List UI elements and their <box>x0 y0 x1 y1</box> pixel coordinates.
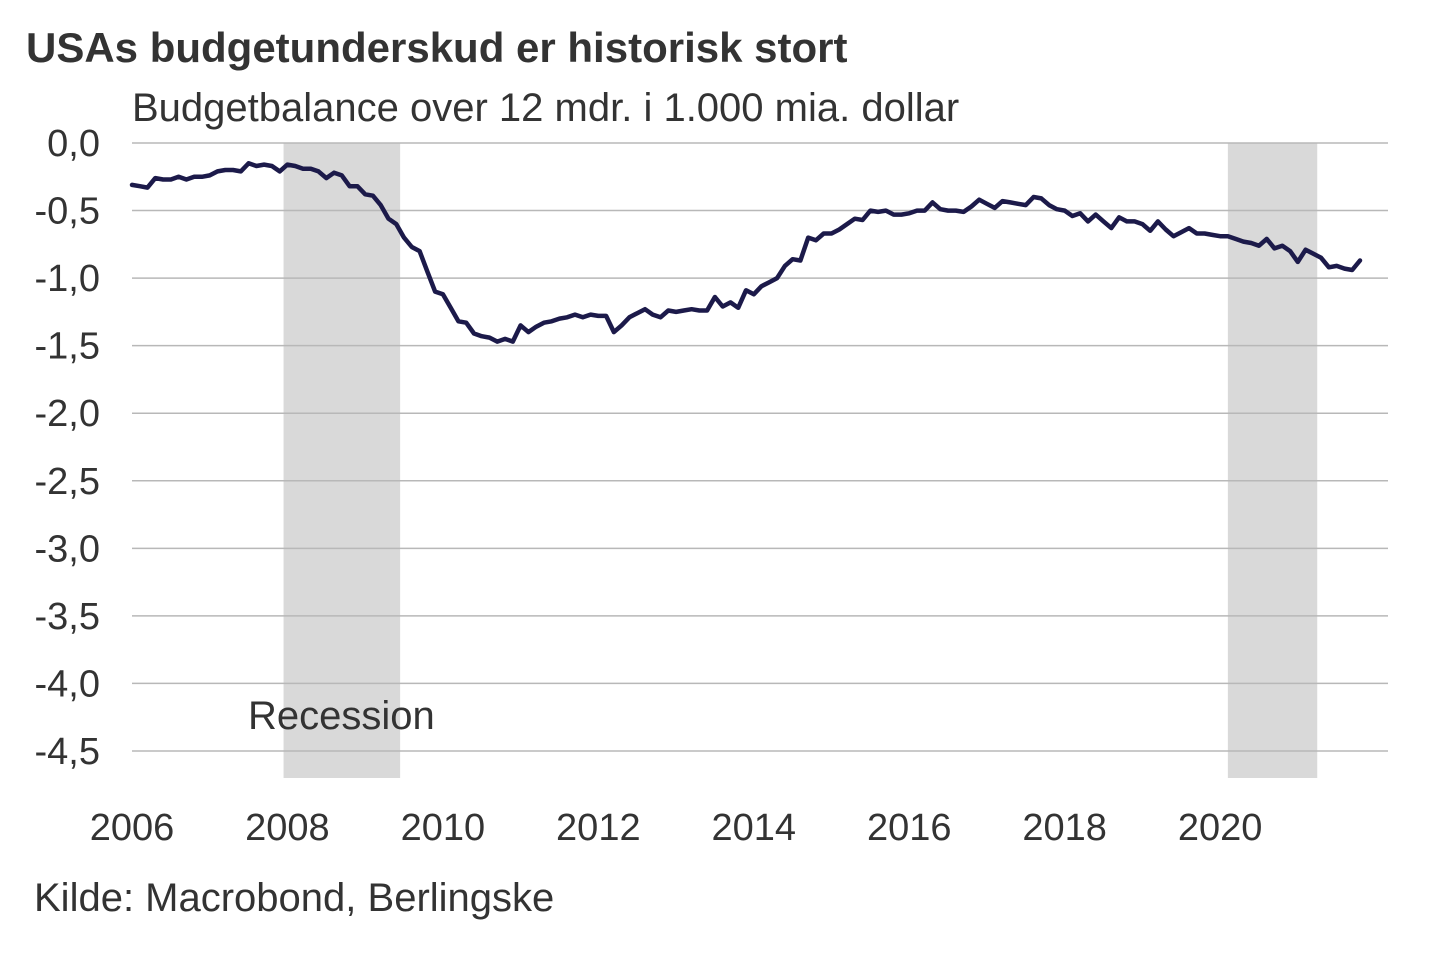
y-tick-label: -3,0 <box>35 528 100 570</box>
chart-subtitle: Budgetbalance over 12 mdr. i 1.000 mia. … <box>132 86 960 130</box>
x-tick-label: 2014 <box>711 807 796 849</box>
y-tick-label: -1,5 <box>35 326 100 368</box>
x-tick-label: 2012 <box>556 807 641 849</box>
x-tick-label: 2010 <box>401 807 486 849</box>
y-tick-label: -4,0 <box>35 663 100 705</box>
x-tick-label: 2018 <box>1022 807 1107 849</box>
recession-band-1 <box>283 143 401 778</box>
y-tick-label: -2,0 <box>35 393 100 435</box>
series-line-1 <box>129 161 1363 344</box>
x-axis-ticks: 2006 2008 2010 2012 2014 2016 2018 2020 <box>90 807 1263 849</box>
x-tick-label: 2016 <box>867 807 952 849</box>
y-tick-label: -3,5 <box>35 596 100 638</box>
gridlines <box>132 142 1388 752</box>
chart-title: USAs budgetunderskud er historisk stort <box>26 24 848 71</box>
y-tick-label: -1,0 <box>35 258 100 300</box>
x-tick-label: 2008 <box>245 807 330 849</box>
y-tick-label: 0,0 <box>47 123 100 165</box>
source-note: Kilde: Macrobond, Berlingske <box>34 876 555 920</box>
series-lines <box>129 161 1363 344</box>
y-tick-label: -4,5 <box>35 731 100 773</box>
y-axis-ticks: 0,0 -0,5 -1,0 -1,5 -2,0 -2,5 -3,0 -3,5 -4,0 -4,5 <box>35 123 100 773</box>
x-tick-label: 2006 <box>90 807 175 849</box>
recession-annotation: Recession <box>248 694 435 738</box>
y-tick-label: -2,5 <box>35 461 100 503</box>
y-tick-label: -0,5 <box>35 191 100 233</box>
x-tick-label: 2020 <box>1178 807 1263 849</box>
